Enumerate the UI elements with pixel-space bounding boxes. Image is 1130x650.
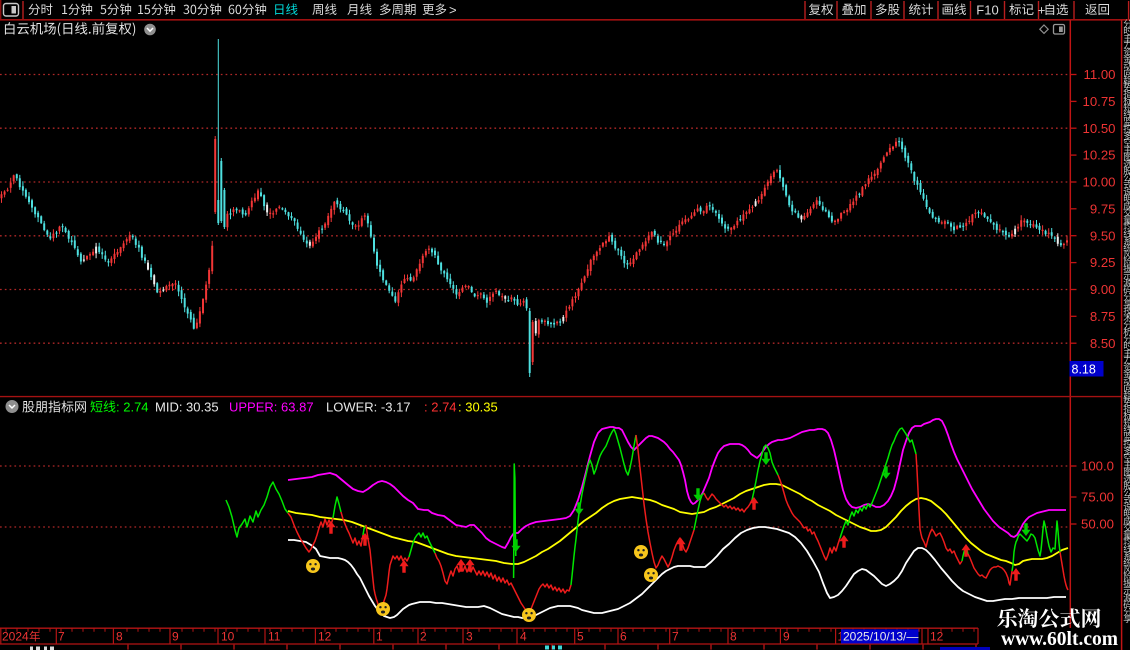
svg-text:10.50: 10.50 (1082, 121, 1115, 136)
svg-text:UPPER: 63.87: UPPER: 63.87 (229, 400, 314, 415)
svg-text:7: 7 (58, 630, 65, 644)
svg-text:www.60lt.com: www.60lt.com (1001, 629, 1118, 650)
svg-text:: 30.35: : 30.35 (458, 400, 498, 415)
svg-text:8: 8 (116, 630, 123, 644)
svg-text:2025/10/13/—: 2025/10/13/— (843, 630, 918, 644)
svg-text:10.00: 10.00 (1082, 175, 1115, 190)
svg-text:9.50: 9.50 (1090, 228, 1116, 243)
svg-text:5: 5 (577, 630, 584, 644)
svg-text:9.25: 9.25 (1090, 255, 1116, 270)
svg-text:10.25: 10.25 (1082, 148, 1115, 163)
svg-text:1: 1 (376, 630, 383, 644)
svg-text:75.00: 75.00 (1081, 490, 1114, 505)
svg-text:3: 3 (466, 630, 473, 644)
svg-text:>: > (449, 3, 457, 18)
svg-text:8: 8 (730, 630, 737, 644)
svg-text:4: 4 (520, 630, 527, 644)
svg-text:8.18: 8.18 (1072, 363, 1096, 377)
svg-text:9: 9 (172, 630, 179, 644)
svg-text:10.75: 10.75 (1082, 94, 1115, 109)
svg-text:100.0: 100.0 (1081, 459, 1114, 474)
svg-text:12: 12 (318, 630, 332, 644)
svg-text:2024: 2024 (2, 630, 29, 644)
svg-text:: 2.74: : 2.74 (116, 400, 149, 415)
svg-text:50.00: 50.00 (1081, 517, 1114, 532)
svg-text:8.50: 8.50 (1090, 336, 1116, 351)
svg-text:11: 11 (268, 630, 281, 644)
svg-text:9: 9 (783, 630, 790, 644)
svg-text:+: + (1038, 3, 1046, 18)
svg-text:MID: 30.35: MID: 30.35 (155, 400, 219, 415)
svg-text:9.75: 9.75 (1090, 201, 1116, 216)
svg-text:2: 2 (420, 630, 427, 644)
svg-text:7: 7 (672, 630, 679, 644)
svg-text:8.75: 8.75 (1090, 309, 1116, 324)
svg-text:9.00: 9.00 (1090, 282, 1116, 297)
svg-text:: 2.74: : 2.74 (424, 400, 457, 415)
svg-text:F10: F10 (976, 3, 998, 18)
svg-text:LOWER: -3.17: LOWER: -3.17 (326, 400, 411, 415)
svg-text:12: 12 (930, 630, 944, 644)
svg-text:11.00: 11.00 (1083, 67, 1115, 82)
svg-text:10: 10 (221, 630, 235, 644)
svg-text:6: 6 (620, 630, 627, 644)
